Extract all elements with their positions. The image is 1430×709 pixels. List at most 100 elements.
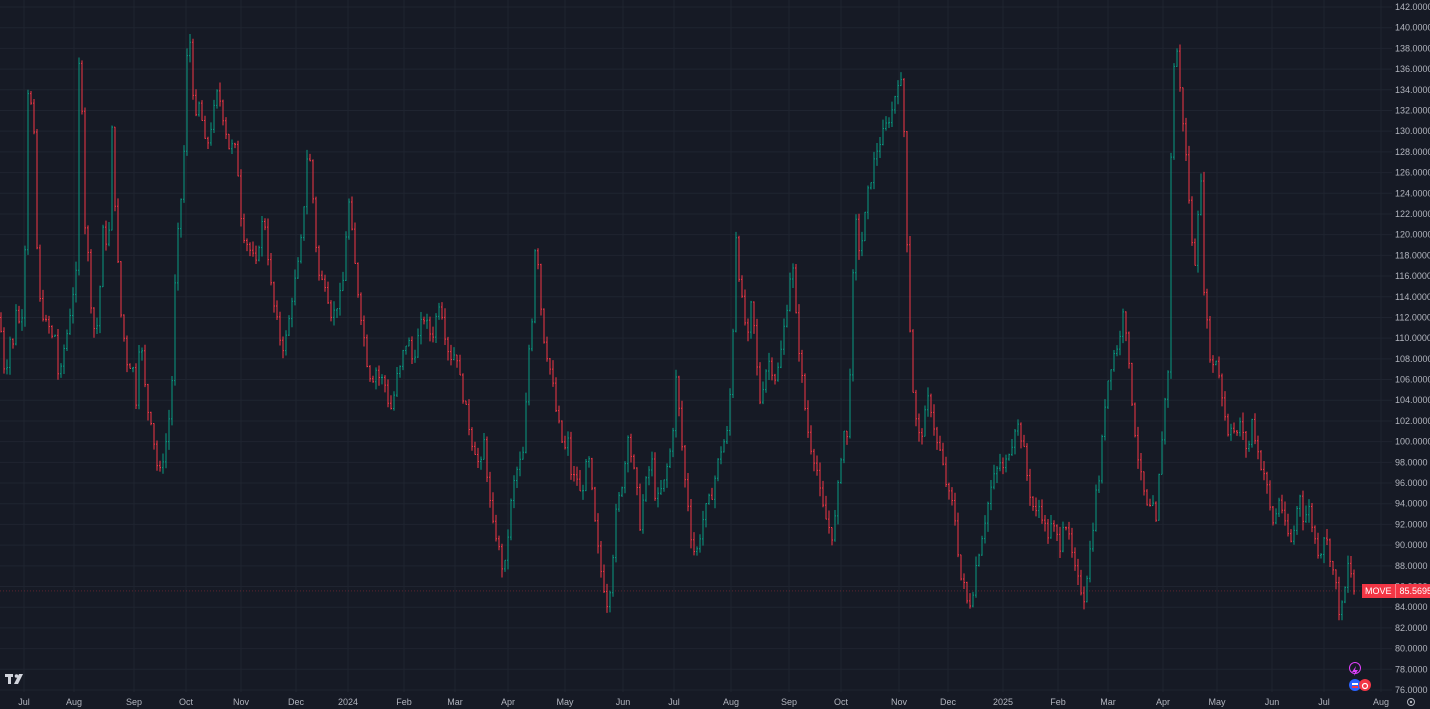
ohlc-bar	[342, 271, 344, 292]
ohlc-bar	[600, 541, 602, 578]
ohlc-bar	[1341, 600, 1343, 621]
ohlc-bar	[714, 475, 716, 509]
ohlc-bar	[957, 512, 959, 558]
ohlc-bar	[42, 289, 44, 322]
ohlc-bar	[381, 374, 383, 385]
y-tick-label: 88.0000	[1395, 561, 1428, 571]
ohlc-bar	[294, 269, 296, 306]
ohlc-bar	[348, 198, 350, 240]
ohlc-bar	[873, 151, 875, 190]
tradingview-logo-icon[interactable]	[5, 672, 27, 686]
ohlc-bar	[1140, 452, 1142, 481]
ohlc-bar	[1224, 391, 1226, 421]
ohlc-bar	[768, 352, 770, 381]
ohlc-bar	[1200, 173, 1202, 216]
ohlc-bar	[474, 441, 476, 455]
ohlc-bar	[900, 72, 902, 87]
ohlc-bar	[183, 145, 185, 203]
ohlc-bar	[756, 318, 758, 376]
ohlc-bar	[1179, 44, 1181, 92]
ohlc-bar	[579, 470, 581, 492]
ohlc-bar	[1101, 434, 1103, 484]
x-axis[interactable]: Jul Aug Sep Oct Nov Dec 2024 Feb Mar Apr May Jun Jul…	[18, 697, 1389, 707]
ohlc-bar	[1170, 152, 1172, 379]
settings-icon[interactable]	[1406, 697, 1416, 707]
ohlc-bar	[102, 224, 104, 288]
x-tick-label: Oct	[834, 697, 849, 707]
ohlc-bar	[1062, 521, 1064, 553]
ohlc-bar	[84, 107, 86, 235]
ohlc-bar	[321, 270, 323, 281]
ohlc-bar	[216, 89, 218, 109]
ohlc-bar	[48, 315, 50, 334]
ohlc-bar	[351, 196, 353, 231]
ohlc-bar	[870, 182, 872, 190]
ohlc-bar	[30, 91, 32, 105]
ohlc-bar	[270, 253, 272, 286]
ohlc-bar	[108, 221, 110, 247]
ohlc-bar	[831, 527, 833, 546]
ohlc-bar	[1227, 413, 1229, 437]
last-price-label: MOVE 85.5695	[1362, 584, 1430, 598]
y-tick-label: 134.0000	[1395, 85, 1430, 95]
ohlc-bar	[1221, 373, 1223, 407]
dividend-icon[interactable]	[1359, 679, 1371, 691]
ohlc-bar	[423, 316, 425, 325]
x-tick-label: Jul	[18, 697, 30, 707]
ohlc-bar	[1116, 345, 1118, 357]
ohlc-bar	[699, 534, 701, 553]
ohlc-bar	[1197, 210, 1199, 273]
ohlc-bar	[1323, 536, 1325, 564]
ohlc-bar	[33, 99, 35, 135]
ohlc-bar	[795, 263, 797, 314]
ohlc-bar	[462, 373, 464, 404]
ohlc-bar	[1152, 495, 1154, 507]
ohlc-bar	[666, 463, 668, 488]
ohlc-bar	[1017, 419, 1019, 436]
ohlc-bar	[0, 312, 2, 333]
ohlc-bar	[1206, 288, 1208, 329]
ohlc-bar	[1182, 87, 1184, 132]
ohlc-bar	[180, 198, 182, 238]
ohlc-bar	[1173, 63, 1175, 160]
ohlc-bar	[774, 373, 776, 385]
ohlc-bar	[858, 213, 860, 260]
ohlc-bar	[711, 487, 713, 500]
ohlc-bar	[879, 136, 881, 159]
ohlc-bar	[963, 573, 965, 590]
flag-icon[interactable]	[1349, 679, 1361, 691]
x-tick-label: 2025	[993, 697, 1013, 707]
y-tick-label: 114.0000	[1395, 292, 1430, 302]
ohlc-bar	[924, 405, 926, 437]
ohlc-bar	[1218, 356, 1220, 379]
ohlc-bar	[123, 314, 125, 342]
ohlc-bar	[948, 482, 950, 500]
ohlc-bar	[372, 375, 374, 383]
ohlc-bar	[1290, 529, 1292, 543]
ohlc-bar	[531, 318, 533, 352]
y-tick-label: 116.0000	[1395, 271, 1430, 281]
ohlc-bar	[576, 466, 578, 486]
ohlc-bar	[975, 556, 977, 598]
ohlc-bar	[678, 375, 680, 417]
ohlc-bar	[552, 360, 554, 387]
y-tick-label: 124.0000	[1395, 188, 1430, 198]
lightning-icon[interactable]	[1349, 662, 1361, 676]
ohlc-bar	[1026, 443, 1028, 481]
ohlc-bar	[723, 439, 725, 453]
ohlc-bar	[105, 220, 107, 251]
ohlc-bar	[801, 349, 803, 383]
y-tick-label: 112.0000	[1395, 312, 1430, 322]
y-axis[interactable]: 142.0000 140.0000 138.0000 136.0000 134.0000…	[1395, 2, 1430, 695]
y-tick-label: 140.0000	[1395, 23, 1430, 33]
ohlc-bar	[1314, 525, 1316, 544]
ohlc-bar	[468, 399, 470, 436]
ohlc-bar	[672, 427, 674, 458]
ohlc-bar	[453, 347, 455, 361]
ohlc-bar	[501, 543, 503, 578]
x-tick-label: Jul	[1318, 697, 1330, 707]
ohlc-bar	[336, 308, 338, 319]
ohlc-bar	[1299, 494, 1301, 517]
ohlc-bar	[1044, 515, 1046, 532]
